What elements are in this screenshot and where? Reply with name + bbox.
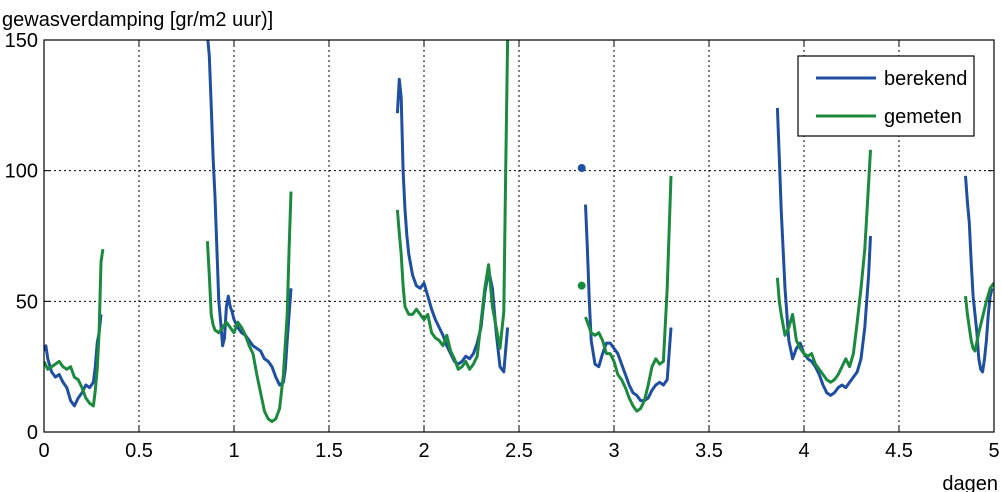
y-axis-title: gewasverdamping [gr/m2 uur)]	[2, 9, 273, 31]
x-axis-title: dagen	[942, 473, 998, 492]
x-tick-label: 5	[988, 440, 999, 462]
series-line-berekend	[395, 77, 510, 374]
legend: berekend gemeten	[797, 55, 975, 137]
series-line-gemeten	[44, 248, 105, 408]
x-tick-label: 4	[798, 440, 809, 462]
series-line-berekend	[775, 107, 872, 397]
series-line-berekend	[964, 175, 994, 374]
x-tick-label: 2	[418, 440, 429, 462]
data-point-gemeten	[577, 281, 586, 290]
y-tick-label: 50	[16, 291, 38, 313]
y-tick-label: 0	[27, 422, 38, 444]
legend-label-berekend: berekend	[884, 68, 967, 90]
x-tick-label: 1.5	[315, 440, 343, 462]
series-layer	[44, 40, 994, 423]
grid	[44, 40, 994, 432]
data-point-berekend	[577, 164, 586, 173]
series-line-gemeten	[395, 40, 510, 371]
series-line-berekend	[206, 40, 293, 387]
series-line-gemeten	[584, 175, 673, 413]
series-line-berekend	[584, 204, 673, 403]
legend-box	[797, 55, 975, 137]
x-tick-label: 0.5	[125, 440, 153, 462]
x-tick-label: 0	[38, 440, 49, 462]
ticks	[43, 39, 995, 433]
x-tick-label: 1	[228, 440, 239, 462]
x-tick-label: 3	[608, 440, 619, 462]
x-tick-label: 3.5	[695, 440, 723, 462]
series-line-gemeten	[205, 191, 293, 423]
x-tick-label: 2.5	[505, 440, 533, 462]
legend-label-gemeten: gemeten	[884, 106, 962, 128]
series-line-berekend	[44, 314, 103, 408]
y-tick-label: 150	[5, 30, 38, 52]
series-line-gemeten	[775, 149, 872, 384]
series-gemeten	[44, 40, 994, 423]
y-tick-label: 100	[5, 161, 38, 183]
series-line-gemeten	[964, 282, 994, 353]
x-tick-label: 4.5	[885, 440, 913, 462]
